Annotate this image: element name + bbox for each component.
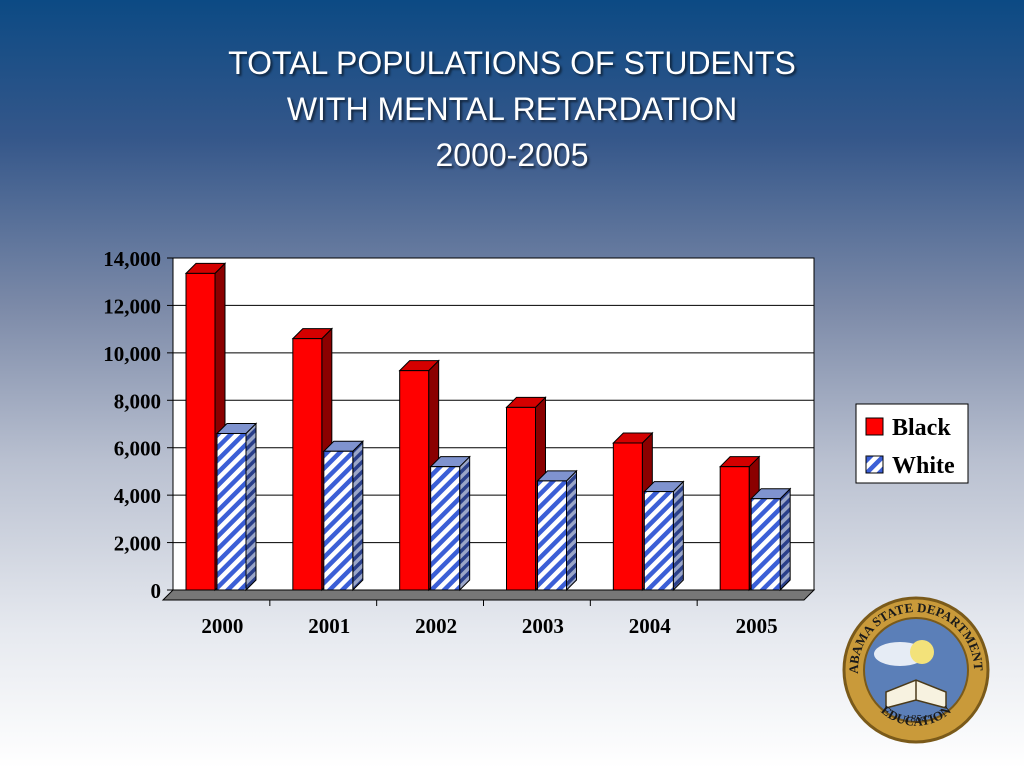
y-tick-label: 6,000 bbox=[114, 437, 161, 461]
bar-black-2001 bbox=[292, 338, 323, 591]
legend-swatch-black bbox=[865, 417, 884, 436]
y-tick-label: 10,000 bbox=[103, 342, 161, 366]
y-tick-label: 2,000 bbox=[114, 532, 161, 556]
bar-side bbox=[566, 469, 577, 592]
y-tick-label: 14,000 bbox=[103, 247, 161, 271]
bar-side bbox=[779, 487, 791, 592]
legend-label-white: White bbox=[892, 453, 955, 479]
title-line-3: 2000-2005 bbox=[435, 137, 589, 173]
bar-black-2004 bbox=[612, 442, 643, 591]
chart-floor bbox=[161, 589, 816, 601]
bar-side bbox=[459, 455, 471, 592]
seal-year: 1854 bbox=[905, 713, 928, 725]
bar-side bbox=[352, 440, 364, 592]
bar-white-2000 bbox=[216, 432, 247, 591]
y-tick-label: 12,000 bbox=[103, 294, 161, 318]
bar-black-2003 bbox=[506, 406, 536, 591]
bar-white-2004 bbox=[643, 491, 674, 591]
title-line-1: TOTAL POPULATIONS OF STUDENTS bbox=[228, 45, 796, 81]
state-department-seal: ALABAMA STATE DEPARTMENT OF EDUCATION 18… bbox=[838, 596, 990, 744]
x-tick-label: 2004 bbox=[629, 614, 672, 638]
x-tick-label: 2000 bbox=[201, 614, 243, 638]
bar-black-2005 bbox=[719, 466, 750, 591]
plot-area bbox=[172, 257, 815, 591]
legend: Black White bbox=[855, 403, 969, 484]
title-line-2: WITH MENTAL RETARDATION bbox=[286, 91, 738, 127]
bar-white-2003 bbox=[537, 480, 567, 591]
bar-side bbox=[245, 422, 257, 592]
chart-title: TOTAL POPULATIONS OF STUDENTS WITH MENTA… bbox=[0, 40, 1024, 178]
bar-white-2001 bbox=[323, 450, 354, 591]
x-tick-label: 2002 bbox=[415, 614, 457, 638]
x-tick-label: 2001 bbox=[308, 614, 350, 638]
y-tick-label: 8,000 bbox=[114, 389, 161, 413]
y-tick-label: 0 bbox=[151, 579, 162, 603]
seal-inner-circle bbox=[863, 617, 969, 723]
bar-white-2005 bbox=[750, 498, 781, 591]
bar-black-2002 bbox=[399, 370, 430, 591]
x-tick-label: 2005 bbox=[736, 614, 778, 638]
legend-swatch-white bbox=[865, 455, 884, 474]
y-tick-label: 4,000 bbox=[114, 484, 161, 508]
legend-label-black: Black bbox=[892, 415, 951, 441]
bar-side bbox=[672, 480, 684, 592]
seal-sun bbox=[910, 640, 934, 664]
bar-black-2000 bbox=[185, 272, 216, 591]
bar-white-2002 bbox=[430, 466, 461, 591]
x-tick-label: 2003 bbox=[522, 614, 564, 638]
